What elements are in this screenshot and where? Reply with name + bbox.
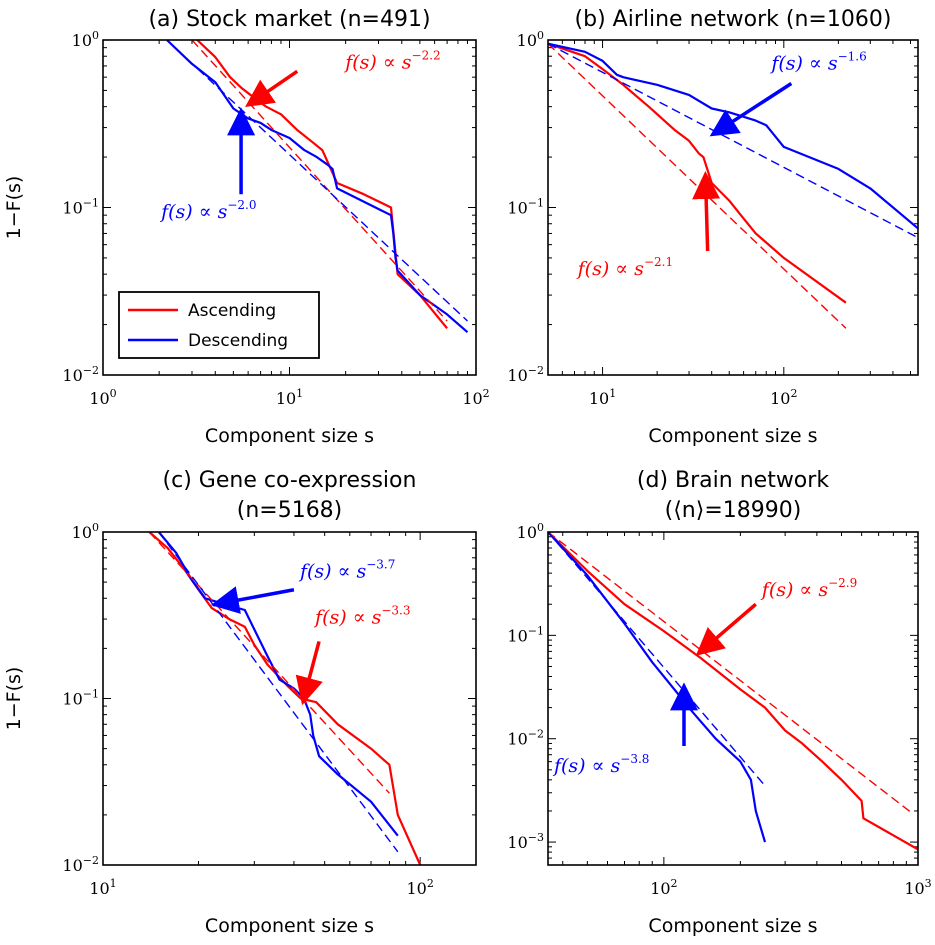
tick-label: 10−2 [507, 728, 544, 749]
plot-frame [102, 39, 477, 376]
annotation-label: f(s) ∝ s−3.7 [298, 558, 395, 583]
tick-label: 10−2 [62, 364, 99, 385]
tick-label: 101 [276, 387, 303, 408]
legend: Ascending Descending [118, 291, 320, 359]
tick-label: 100 [89, 387, 116, 408]
descending-fit-line [166, 40, 468, 322]
tick-label: 10−1 [62, 688, 99, 709]
plot-frame [547, 531, 919, 866]
annotation-label: f(s) ∝ s−2.9 [760, 576, 857, 601]
annotation-label: f(s) ∝ s−3.8 [552, 752, 649, 777]
annotation-label: f(s) ∝ s−2.2 [343, 48, 440, 73]
y-axis-label: 1−F(s) [3, 176, 25, 240]
plot-area [166, 40, 469, 334]
chart-panel-1: (a) Stock market (n=491) Component size s… [3, 7, 490, 447]
tick-label: 10−1 [507, 624, 544, 645]
chart-title: (c) Gene co-expression [163, 468, 417, 493]
chart-panel-2: (b) Airline network (n=1060) Component si… [507, 7, 919, 447]
tick-label: 100 [517, 521, 544, 542]
legend-label-descending: Descending [188, 331, 288, 351]
chart-title: (a) Stock market (n=491) [148, 7, 430, 32]
ascending-series-line [548, 532, 918, 851]
ascending-series-line [548, 42, 847, 304]
plot-frame [102, 531, 477, 866]
annotation-arrow [295, 641, 323, 706]
plot-frame [547, 39, 919, 376]
annotation-label: f(s) ∝ s−1.6 [769, 49, 866, 74]
chart-panel-3: (c) Gene co-expression (n=5168) Component … [3, 468, 477, 937]
plot-area [548, 532, 918, 851]
ascending-series-line [148, 532, 422, 865]
descending-fit-line [158, 532, 399, 853]
tick-label: 101 [589, 387, 616, 408]
plot-area [548, 42, 918, 329]
annotation-arrow [695, 602, 757, 656]
plot-area [148, 532, 422, 865]
tick-label: 100 [72, 29, 99, 50]
legend-box [118, 291, 320, 359]
legend-label-ascending: Ascending [188, 301, 276, 321]
annotation-label: f(s) ∝ s−2.1 [576, 255, 673, 280]
annotation-arrow [709, 82, 793, 137]
tick-label: 100 [517, 29, 544, 50]
chart-panel-4: (d) Brain network (⟨n⟩=18990) Component si… [507, 468, 931, 937]
annotation-label: f(s) ∝ s−2.0 [159, 198, 256, 223]
descending-fit-line [548, 532, 766, 787]
chart-title: (b) Airline network (n=1060) [575, 7, 892, 32]
ascending-fit-line [191, 40, 448, 322]
chart-subtitle: (n=5168) [237, 498, 343, 523]
chart-subtitle: (⟨n⟩=18990) [665, 498, 802, 523]
chart-title: (d) Brain network [637, 468, 829, 493]
tick-label: 100 [72, 521, 99, 542]
tick-label: 101 [89, 877, 116, 898]
y-axis-label: 1−F(s) [3, 667, 25, 731]
ascending-fit-line [548, 532, 913, 814]
x-axis-label: Component size s [648, 915, 817, 937]
ascending-fit-line [548, 43, 847, 329]
x-axis-label: Component size s [648, 425, 817, 447]
annotation-arrow [692, 171, 721, 252]
annotation-label: f(s) ∝ s−3.3 [313, 603, 410, 628]
tick-label: 103 [904, 877, 931, 898]
annotation-arrow [210, 586, 295, 614]
tick-label: 102 [462, 387, 489, 408]
descending-series-line [166, 40, 469, 334]
descending-series-line [157, 532, 399, 837]
x-axis-label: Component size s [205, 915, 374, 937]
annotation-arrow [245, 69, 299, 108]
descending-series-line [548, 532, 767, 843]
tick-label: 10−1 [507, 197, 544, 218]
ascending-fit-line [148, 532, 390, 794]
x-axis-label: Component size s [205, 425, 374, 447]
tick-label: 10−2 [507, 364, 544, 385]
tick-label: 10−1 [62, 197, 99, 218]
descending-series-line [548, 42, 918, 230]
tick-label: 10−2 [62, 854, 99, 875]
tick-label: 102 [650, 877, 677, 898]
tick-label: 10−3 [507, 831, 544, 852]
tick-label: 102 [406, 877, 433, 898]
tick-label: 102 [770, 387, 797, 408]
descending-fit-line [548, 43, 918, 239]
